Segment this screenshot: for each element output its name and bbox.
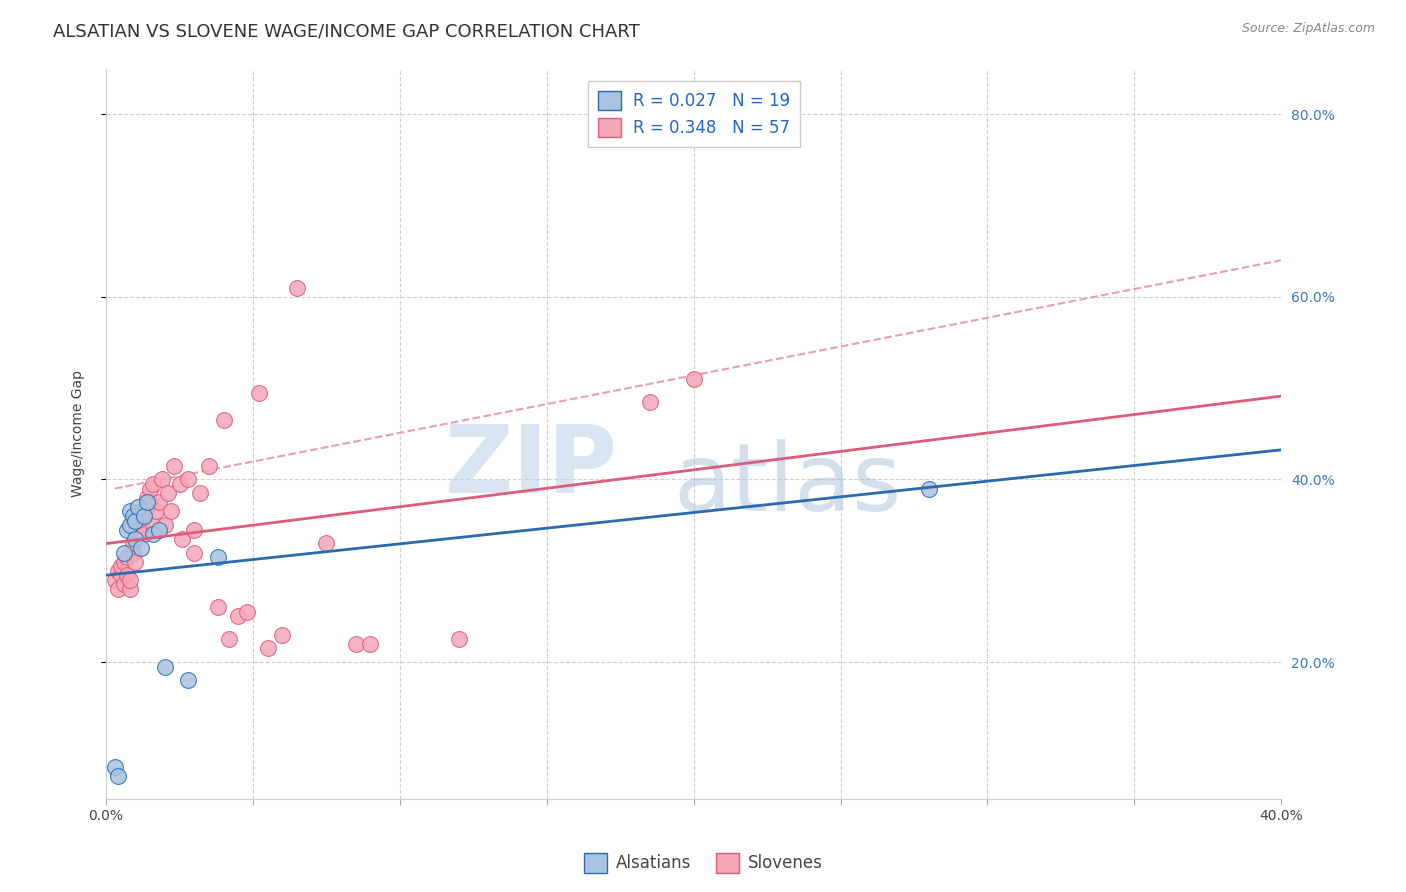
Point — [127, 508, 149, 523]
Point — [142, 477, 165, 491]
Point — [134, 508, 156, 523]
Text: ALSATIAN VS SLOVENE WAGE/INCOME GAP CORRELATION CHART: ALSATIAN VS SLOVENE WAGE/INCOME GAP CORR… — [53, 22, 640, 40]
Point — [447, 632, 470, 647]
Point — [218, 632, 240, 647]
Point — [124, 555, 146, 569]
Y-axis label: Wage/Income Gap: Wage/Income Gap — [72, 370, 86, 498]
Point — [131, 541, 153, 555]
Point — [121, 508, 143, 523]
Point — [127, 523, 149, 537]
Point — [107, 769, 129, 783]
Point — [139, 495, 162, 509]
Point — [177, 473, 200, 487]
Point — [271, 628, 294, 642]
Point — [124, 532, 146, 546]
Point — [177, 673, 200, 688]
Point — [127, 500, 149, 514]
Point — [136, 495, 159, 509]
Text: ZIP: ZIP — [444, 421, 617, 513]
Point — [142, 527, 165, 541]
Point — [148, 495, 170, 509]
Point — [226, 609, 249, 624]
Point — [124, 523, 146, 537]
Point — [247, 385, 270, 400]
Point — [118, 573, 141, 587]
Point — [115, 550, 138, 565]
Point — [118, 504, 141, 518]
Point — [638, 394, 661, 409]
Point — [212, 413, 235, 427]
Point — [183, 523, 205, 537]
Point — [121, 536, 143, 550]
Text: atlas: atlas — [673, 439, 901, 531]
Text: Source: ZipAtlas.com: Source: ZipAtlas.com — [1241, 22, 1375, 36]
Point — [112, 577, 135, 591]
Point — [145, 504, 167, 518]
Point — [118, 518, 141, 533]
Point — [134, 527, 156, 541]
Point — [159, 504, 181, 518]
Point — [344, 637, 367, 651]
Point — [136, 491, 159, 505]
Point — [139, 482, 162, 496]
Point — [207, 550, 229, 565]
Point — [136, 500, 159, 514]
Point — [142, 518, 165, 533]
Point — [198, 458, 221, 473]
Point — [917, 482, 939, 496]
Legend: Alsatians, Slovenes: Alsatians, Slovenes — [576, 847, 830, 880]
Point — [172, 532, 194, 546]
Point — [153, 659, 176, 673]
Point — [359, 637, 381, 651]
Point — [315, 536, 337, 550]
Point — [107, 582, 129, 596]
Point — [162, 458, 184, 473]
Point — [104, 760, 127, 774]
Point — [131, 518, 153, 533]
Point — [188, 486, 211, 500]
Point — [121, 545, 143, 559]
Point — [148, 523, 170, 537]
Point — [183, 545, 205, 559]
Point — [115, 568, 138, 582]
Point — [682, 372, 704, 386]
Point — [236, 605, 259, 619]
Point — [115, 523, 138, 537]
Point — [124, 514, 146, 528]
Point — [107, 564, 129, 578]
Legend: R = 0.027   N = 19, R = 0.348   N = 57: R = 0.027 N = 19, R = 0.348 N = 57 — [588, 80, 800, 147]
Point — [110, 568, 132, 582]
Point — [156, 486, 179, 500]
Point — [256, 641, 278, 656]
Point — [169, 477, 191, 491]
Point — [104, 573, 127, 587]
Point — [118, 582, 141, 596]
Point — [110, 559, 132, 574]
Point — [285, 281, 308, 295]
Point — [112, 555, 135, 569]
Point — [134, 508, 156, 523]
Point — [153, 518, 176, 533]
Point — [150, 473, 173, 487]
Point — [124, 514, 146, 528]
Point — [131, 504, 153, 518]
Point — [112, 545, 135, 559]
Point — [207, 600, 229, 615]
